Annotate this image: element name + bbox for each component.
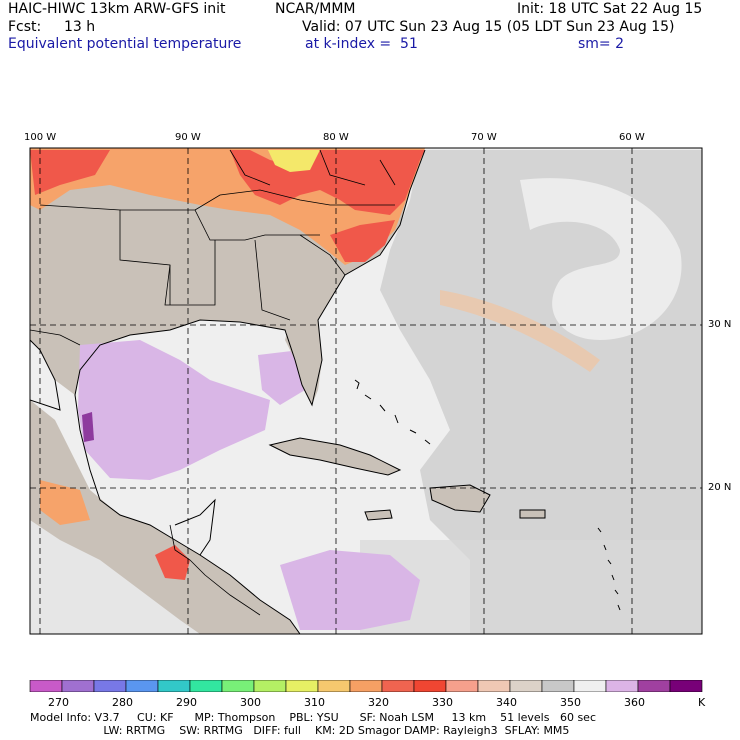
lesser-antilles <box>597 527 621 611</box>
lon-label-90w: 90 W <box>175 132 201 143</box>
colorbar-swatch <box>605 680 639 692</box>
hispaniola-island <box>429 484 491 513</box>
florida-peninsula <box>285 320 322 405</box>
smoothing-label: sm= 2 <box>578 36 625 52</box>
model-info-line1: Model Info: V3.7 CU: KF MP: Thompson PBL… <box>30 711 596 724</box>
warm-red-region <box>190 150 425 215</box>
colorbar-swatch <box>61 680 95 692</box>
mexico-ocean-fill <box>30 520 200 634</box>
colorbar-swatch <box>157 680 191 692</box>
colorbar-swatch <box>381 680 415 692</box>
colorbar-swatch <box>253 680 287 692</box>
model-title: HAIC-HIWC 13km ARW-GFS init <box>8 1 226 17</box>
state-borders <box>39 149 396 321</box>
mexico-orange <box>40 480 90 525</box>
colorbar-swatch <box>29 680 63 692</box>
forecast-label: Fcst: <box>8 19 42 35</box>
atlantic-light-swirl <box>520 178 682 340</box>
colorbar-unit: K <box>698 696 706 709</box>
lon-label-70w: 70 W <box>471 132 497 143</box>
colorbar-swatch <box>349 680 383 692</box>
colorbar-swatch <box>637 680 671 692</box>
lon-label-100w: 100 W <box>24 132 57 143</box>
lon-label-60w: 60 W <box>619 132 645 143</box>
coastlines <box>30 149 426 634</box>
atlantic-tan-band <box>440 290 600 372</box>
model-info-line2: LW: RRTMG SW: RRTMG DIFF: full KM: 2D Sm… <box>30 724 570 737</box>
caribbean-lavender <box>280 550 420 630</box>
colorbar-tick-label: 320 <box>368 696 389 709</box>
warm-red-carolina <box>330 220 395 262</box>
lat-lon-grid <box>30 148 702 634</box>
colorbar-swatch <box>445 680 479 692</box>
map-frame <box>29 147 703 635</box>
map-plot <box>29 147 703 635</box>
yellow-patch <box>268 150 320 172</box>
colorbar-tick-label: 270 <box>48 696 69 709</box>
gulf-lavender <box>78 340 270 480</box>
colorbar-swatch <box>317 680 351 692</box>
valid-time: Valid: 07 UTC Sun 23 Aug 15 (05 LDT Sun … <box>302 19 675 35</box>
lat-label-30n: 30 N <box>708 319 732 330</box>
colorbar-swatch <box>125 680 159 692</box>
forecast-hour: 13 h <box>64 19 96 35</box>
colorbar-swatch <box>509 680 543 692</box>
colorbar-tick-label: 310 <box>304 696 325 709</box>
colorbar-tick-label: 280 <box>112 696 133 709</box>
colorbar-tick-label: 290 <box>176 696 197 709</box>
lon-label-80w: 80 W <box>323 132 349 143</box>
org-label: NCAR/MMM <box>275 1 356 17</box>
colorbar-swatch <box>93 680 127 692</box>
colorbar-tick-label: 330 <box>432 696 453 709</box>
warm-red-west <box>30 150 110 195</box>
colorbar-swatch <box>221 680 255 692</box>
cuba-island <box>268 437 402 476</box>
colorbar-tick-label: 350 <box>560 696 581 709</box>
level-label: at k-index = 51 <box>305 36 418 52</box>
field-name: Equivalent potential temperature <box>8 36 242 52</box>
lat-label-20n: 20 N <box>708 482 732 493</box>
colorbar-swatch <box>669 680 703 692</box>
gulf-purple <box>82 412 94 442</box>
caribbean-gray <box>360 540 700 634</box>
colorbar-tick-label: 300 <box>240 696 261 709</box>
colorbar-swatch <box>573 680 607 692</box>
colorbar-swatch <box>477 680 511 692</box>
colorbar-tick-label: 360 <box>624 696 645 709</box>
puerto-rico-island <box>519 509 546 519</box>
colorbar <box>29 680 703 692</box>
jamaica-island <box>364 509 393 521</box>
florida-lavender <box>258 350 305 405</box>
colorbar-swatch <box>541 680 575 692</box>
bahamas-islands <box>354 379 431 445</box>
colorbar-tick-label: 340 <box>496 696 517 709</box>
colorbar-swatch <box>189 680 223 692</box>
colorbar-swatch <box>413 680 447 692</box>
init-time: Init: 18 UTC Sat 22 Aug 15 <box>517 1 703 17</box>
colorbar-swatch <box>285 680 319 692</box>
